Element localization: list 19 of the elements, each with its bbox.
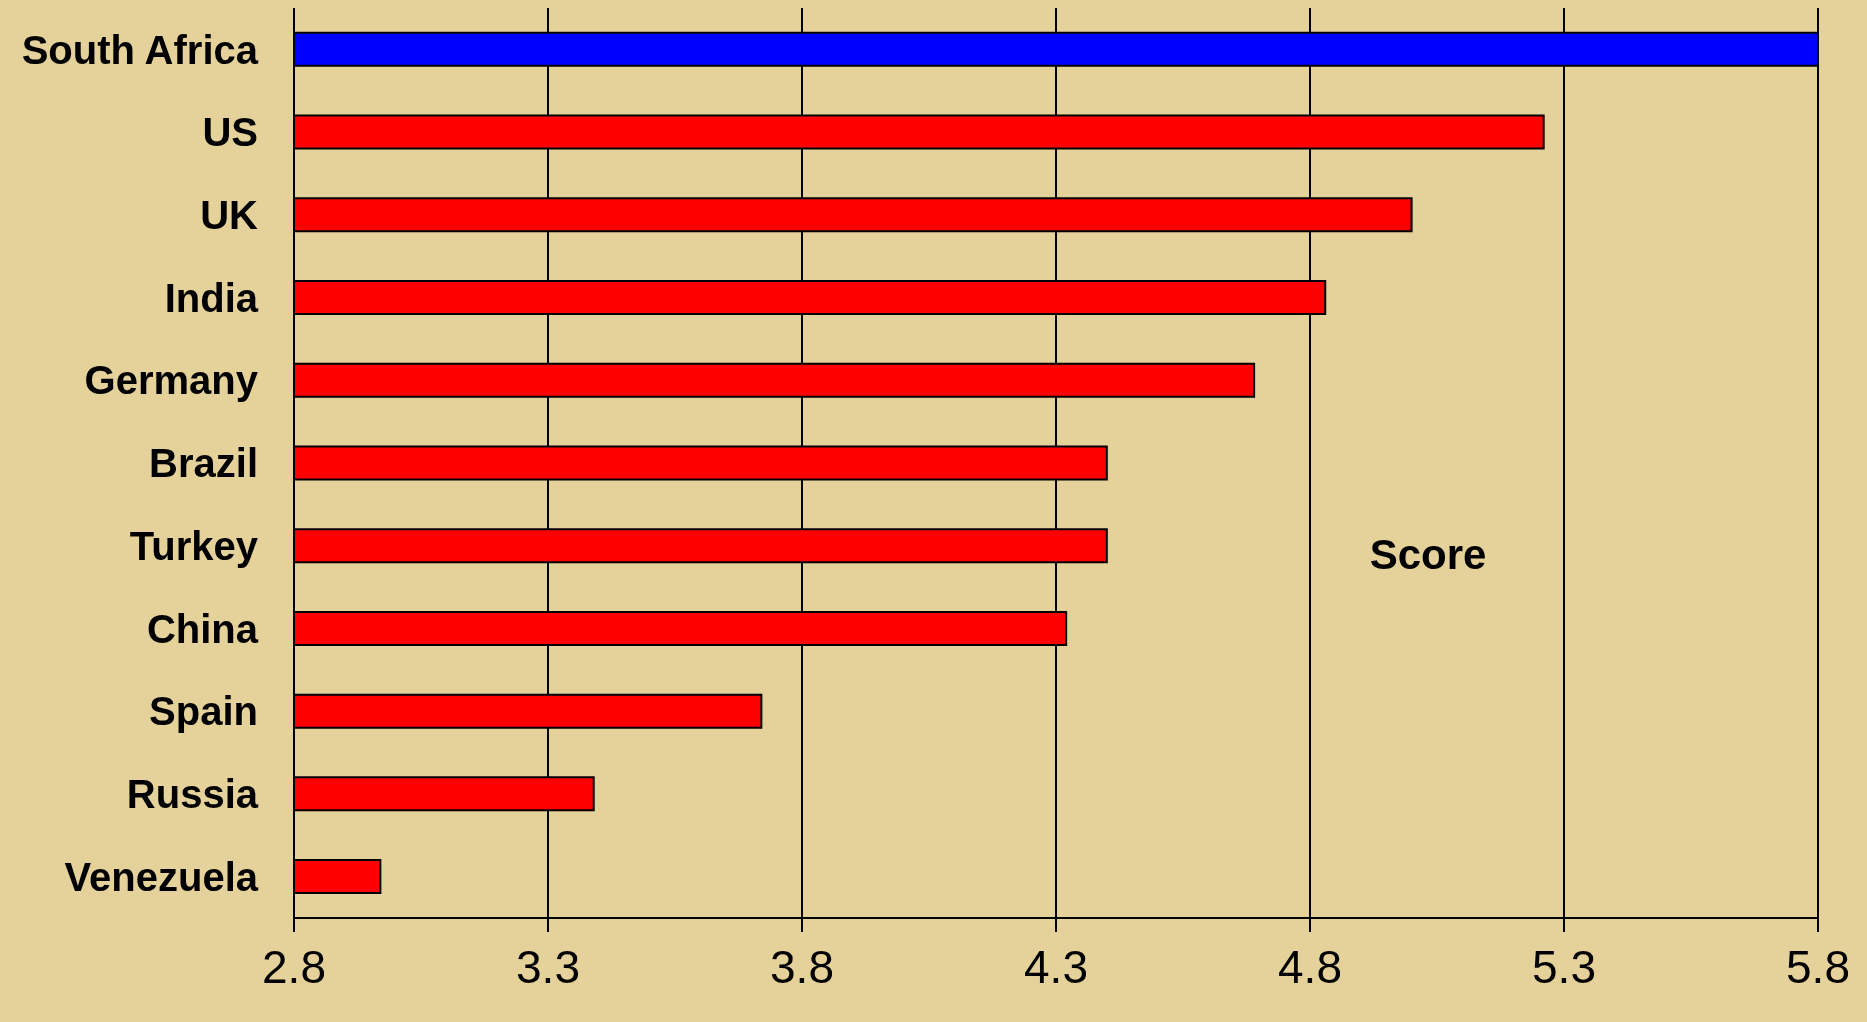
x-tick-label: 3.8 xyxy=(770,940,834,993)
x-axis-title: Score xyxy=(1368,530,1488,580)
y-tick-label: Brazil xyxy=(149,441,258,486)
y-tick-label: India xyxy=(164,275,259,320)
x-tick-label: 4.8 xyxy=(1278,940,1342,993)
y-tick-label: Germany xyxy=(84,358,259,403)
y-tick-label: South Africa xyxy=(21,27,259,72)
x-tick-label: 3.3 xyxy=(516,940,580,993)
x-tick-label: 4.3 xyxy=(1024,940,1088,993)
y-tick-label: Spain xyxy=(149,689,258,734)
x-tick-label: 5.3 xyxy=(1532,940,1596,993)
y-tick-label: Turkey xyxy=(129,523,259,568)
y-tick-label: China xyxy=(146,606,259,651)
y-tick-label: Russia xyxy=(126,772,259,817)
x-tick-label: 5.8 xyxy=(1786,940,1850,993)
y-tick-label: Venezuela xyxy=(64,854,259,899)
y-tick-label: US xyxy=(202,110,258,155)
y-tick-label: UK xyxy=(200,193,259,238)
x-tick-label: 2.8 xyxy=(262,940,326,993)
